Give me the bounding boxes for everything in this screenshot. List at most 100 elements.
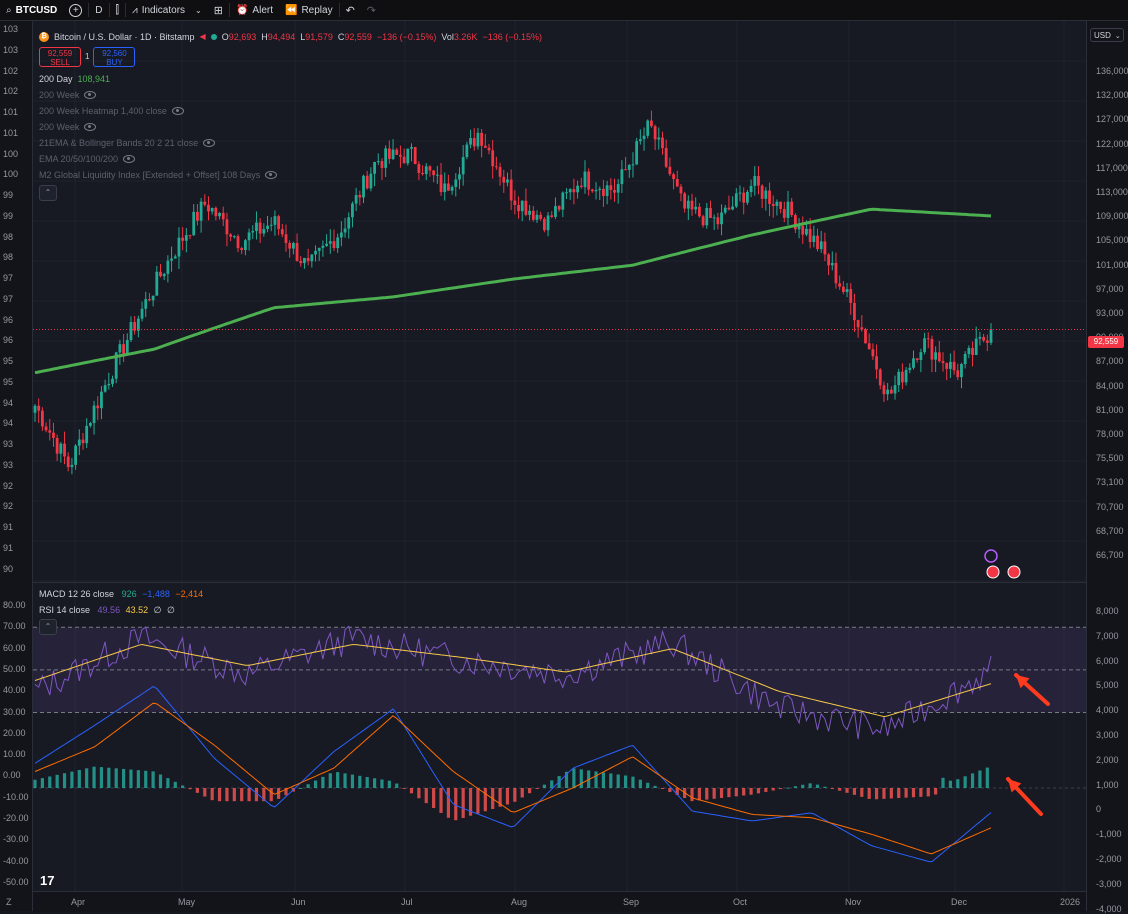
candle-body (801, 226, 805, 235)
time-axis-label: Oct (733, 897, 748, 907)
candle-body (325, 243, 328, 246)
hidden-eye-icon[interactable] (84, 123, 97, 131)
collapse-legend-button[interactable]: ⌃ (39, 185, 57, 201)
left-axis-sub-tick-label: -40.00 (3, 855, 29, 866)
candle-body (111, 378, 114, 384)
candle-body (853, 302, 856, 321)
candle-body (114, 352, 118, 379)
top-toolbar: ⌕ BTCUSD + D ⫿ ⩘ Indicators ⌄ ⊞ ⏰ Alert … (0, 0, 1128, 21)
trade-buttons: 92,559 SELL 1 92,560 BUY (39, 47, 542, 67)
macd-histogram-bar (734, 788, 738, 797)
candle-body (77, 439, 81, 446)
left-axis-main-tick-label: 97 (3, 293, 14, 304)
hidden-eye-icon[interactable] (203, 139, 216, 147)
buy-button[interactable]: 92,560 BUY (93, 47, 136, 67)
macd-histogram-bar (705, 788, 709, 800)
replay-button[interactable]: ⏪ Replay (279, 0, 339, 20)
candle-body (88, 423, 92, 426)
candle-body (520, 200, 524, 212)
layouts-button[interactable]: ⊞ (208, 0, 229, 20)
right-axis-sub-tick-label: 8,000 (1096, 606, 1119, 616)
candle-body (85, 425, 89, 444)
right-axis-sub-tick-label: -3,000 (1096, 878, 1122, 889)
collapse-sub-legend-button[interactable]: ⌃ (39, 619, 57, 635)
time-axis-label: Jul (401, 897, 413, 907)
redo-button[interactable]: ↷ (361, 0, 382, 20)
indicator-ema-ribbon[interactable]: EMA 20/50/100/200 (39, 151, 542, 167)
tradingview-logo[interactable]: 17 (40, 873, 55, 888)
macd-histogram-bar (874, 788, 879, 800)
macd-histogram-bar (210, 788, 214, 801)
undo-button[interactable]: ↶ (340, 0, 361, 20)
candle-body (550, 215, 554, 217)
left-axis-sub-tick-label: 10.00 (3, 749, 26, 760)
hidden-eye-icon[interactable] (84, 91, 97, 99)
candle-body (454, 179, 458, 187)
candle-body (354, 195, 358, 204)
macd-legend-row[interactable]: MACD 12 26 close 926 −1,488 −2,414 (39, 589, 204, 599)
chart-canvas[interactable] (33, 21, 1086, 891)
sell-button[interactable]: 92,559 SELL (39, 47, 81, 67)
candle-body (875, 356, 878, 370)
left-axis-main-tick-label: 98 (3, 252, 14, 263)
chart-type-button[interactable]: ⫿ (110, 0, 126, 20)
left-axis-main-tick-label: 91 (3, 542, 14, 553)
candle-body (225, 219, 229, 235)
candle-body (816, 235, 819, 250)
indicator-200-week-2[interactable]: 200 Week (39, 119, 542, 135)
symbol-label: BTCUSD (15, 4, 58, 16)
alert-button[interactable]: ⏰ Alert (230, 0, 279, 20)
macd-histogram-bar (616, 774, 620, 788)
timezone-button[interactable]: Z (6, 897, 12, 907)
volume-change: −136 (−0.15%) (482, 32, 542, 42)
hidden-eye-icon[interactable] (123, 155, 136, 163)
indicator-200-day[interactable]: 200 Day 108,941 (39, 74, 111, 84)
candle-body (605, 185, 609, 196)
right-axis-main-tick-label: 81,000 (1096, 404, 1124, 415)
candle-body (52, 432, 55, 438)
interval-button[interactable]: D (89, 0, 108, 20)
candle-body (347, 217, 351, 229)
compare-button[interactable]: + (63, 0, 88, 20)
candle-body (786, 201, 790, 218)
hidden-eye-icon[interactable] (171, 107, 184, 115)
left-axis-main-tick-label: 95 (3, 376, 14, 387)
indicator-m2-liquidity[interactable]: M2 Global Liquidity Index [Extended + Of… (39, 167, 542, 183)
candle-body (568, 189, 572, 193)
indicator-21ema-bollinger[interactable]: 21EMA & Bollinger Bands 20 2 21 close (39, 135, 542, 151)
right-axis-main-tick-label: 87,000 (1096, 356, 1124, 367)
candle-body (945, 363, 949, 369)
right-price-axis[interactable]: 136,000 132,000 127,000 122,000 117,000 113,0… (1086, 21, 1128, 914)
time-axis[interactable]: Z Apr May Jun Jul Aug Sep Oct Nov Dec 2026 (6, 891, 1086, 912)
alarm-clock-icon: ⏰ (235, 4, 249, 16)
candle-body (546, 215, 550, 231)
symbol-search[interactable]: ⌕ BTCUSD (0, 0, 63, 20)
indicators-button[interactable]: ⩘ Indicators ⌄ (126, 0, 208, 20)
macd-histogram-bar (328, 773, 332, 788)
hidden-eye-icon[interactable] (265, 171, 278, 179)
chart-pane[interactable]: ₿ Bitcoin / U.S. Dollar · 1D · Bitstamp … (33, 21, 1086, 891)
candle-body (524, 200, 528, 215)
candle-body (808, 228, 812, 243)
candle-body (173, 256, 177, 259)
rsi-legend-row[interactable]: RSI 14 close 49.56 43.52 ∅ ∅ (39, 605, 175, 615)
indicator-200-week[interactable]: 200 Week (39, 87, 542, 103)
left-axis-main-tick-label: 92 (3, 501, 14, 512)
candle-body (712, 217, 716, 219)
market-status-icon (210, 34, 217, 40)
candle-body (701, 216, 705, 226)
candle-body (365, 175, 369, 189)
left-price-axis[interactable]: 103 103 102 102 101 101 100 100 99 99 98 98 97 97 96 96… (0, 21, 33, 911)
macd-histogram-bar (203, 788, 207, 797)
grid-icon: ⊞ (213, 4, 223, 17)
macd-histogram-bar (882, 788, 886, 799)
candle-body (841, 286, 845, 293)
candle-body (812, 235, 816, 243)
right-axis-main-tick-label: 73,100 (1096, 477, 1124, 488)
currency-selector[interactable]: USD ⌄ (1090, 28, 1124, 42)
candle-body (827, 254, 830, 266)
macd-histogram-bar (40, 778, 44, 788)
macd-histogram-bar (217, 788, 222, 802)
indicator-200-week-heatmap[interactable]: 200 Week Heatmap 1,400 close (39, 103, 542, 119)
pane-separator[interactable] (33, 582, 1086, 583)
